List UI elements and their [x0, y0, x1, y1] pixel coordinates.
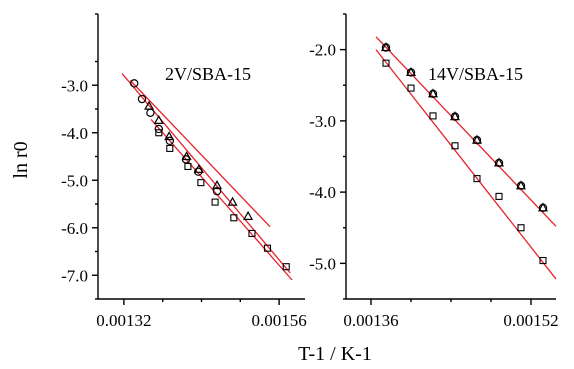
fit-line: [375, 36, 557, 227]
triangle-data-point: [427, 88, 439, 98]
circle-data-point: [212, 186, 222, 196]
y-axis-title: ln r0: [10, 141, 32, 178]
left-panel: -3.0 -4.0 -5.0 -6.0 -7.0 0.00132 0.00156 2V/SBA…: [61, 13, 307, 330]
triangle-data-point: [164, 131, 175, 141]
square-data-point: [184, 162, 192, 171]
y-tick-label: -5.0: [309, 254, 336, 273]
y-tick-label: -4.0: [309, 183, 336, 202]
square-data-point: [263, 244, 272, 252]
panel-label: 2V/SBA-15: [165, 64, 251, 84]
triangle-data-point: [144, 100, 155, 110]
square-data-point: [248, 229, 256, 237]
triangle-data-point: [537, 202, 549, 212]
square-data-point: [166, 144, 174, 152]
square-data-point: [407, 84, 415, 92]
square-data-point: [155, 129, 163, 137]
x-tick-label: 0.00132: [96, 311, 151, 330]
circle-data-point: [154, 124, 164, 134]
x-axis-title: T-1 / K-1: [298, 343, 372, 365]
triangle-data-point: [227, 196, 238, 206]
fit-line: [375, 49, 557, 280]
triangle-data-point: [212, 180, 223, 190]
y-tick-label: -4.0: [61, 124, 88, 143]
square-data-point: [197, 179, 205, 187]
x-tick-label: 0.00136: [343, 311, 398, 330]
panel-label: 14V/SBA-15: [428, 64, 523, 84]
square-data-point: [451, 142, 459, 150]
triangle-data-point: [193, 163, 204, 173]
triangle-data-point: [181, 151, 192, 161]
square-data-point: [211, 198, 219, 206]
square-data-point: [495, 192, 503, 200]
x-tick-label: 0.00156: [252, 311, 307, 330]
right-panel: -2.0 -3.0 -4.0 -5.0 0.00136 0.00152 14V/SBA-15: [309, 13, 559, 330]
circle-data-point: [130, 79, 139, 88]
square-data-point: [282, 263, 290, 271]
circle-data-point: [146, 108, 155, 118]
triangle-data-point: [243, 210, 254, 220]
triangle-data-point: [405, 66, 417, 77]
square-data-point: [539, 256, 547, 265]
fit-line: [129, 80, 271, 228]
fit-line: [121, 72, 291, 274]
circle-data-point: [137, 94, 147, 104]
fit-line: [150, 119, 293, 281]
triangle-data-point: [380, 42, 392, 52]
y-tick-label: -5.0: [61, 171, 88, 190]
y-tick-label: -3.0: [309, 112, 336, 131]
y-tick-label: -3.0: [61, 76, 88, 95]
circle-data-point: [165, 136, 175, 146]
y-tick-label: -2.0: [309, 41, 336, 60]
x-tick-label: 0.00152: [503, 311, 558, 330]
square-data-point: [382, 59, 390, 67]
square-data-point: [517, 224, 525, 232]
square-data-point: [429, 112, 437, 120]
triangle-data-point: [153, 114, 164, 125]
y-tick-label: -6.0: [61, 219, 88, 238]
triangle-data-point: [449, 111, 461, 121]
triangle-data-point: [515, 180, 527, 190]
y-tick-label: -7.0: [61, 266, 88, 285]
square-data-point: [230, 214, 238, 222]
triangle-data-point: [471, 134, 483, 144]
square-data-point: [473, 175, 481, 183]
triangle-data-point: [493, 157, 505, 167]
